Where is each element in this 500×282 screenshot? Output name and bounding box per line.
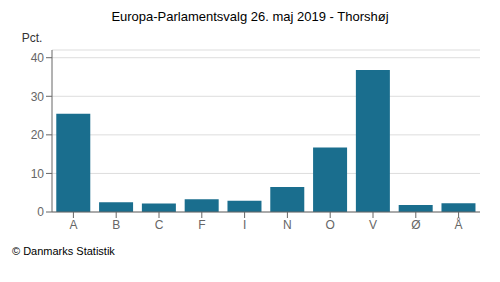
svg-text:N: N	[283, 218, 292, 232]
svg-text:V: V	[369, 218, 377, 232]
svg-text:Ø: Ø	[411, 218, 420, 232]
html-text:© Danmarks Statistik: © Danmarks Statistik	[12, 245, 115, 257]
svg-text:C: C	[155, 218, 164, 232]
svg-text:Å: Å	[455, 217, 463, 232]
svg-text:Pct.: Pct.	[22, 31, 43, 45]
svg-text:20: 20	[31, 128, 45, 142]
svg-text:40: 40	[31, 51, 45, 65]
svg-text:B: B	[112, 218, 120, 232]
svg-text:A: A	[69, 218, 77, 232]
svg-text:0: 0	[37, 205, 44, 219]
svg-text:30: 30	[31, 90, 45, 104]
svg-text:10: 10	[31, 167, 45, 181]
html-text:Europa-Parlamentsvalg 26. maj: Europa-Parlamentsvalg 26. maj 2019 - Tho…	[111, 9, 389, 24]
svg-text:O: O	[326, 218, 335, 232]
svg-text:F: F	[198, 218, 205, 232]
svg-text:I: I	[243, 218, 246, 232]
